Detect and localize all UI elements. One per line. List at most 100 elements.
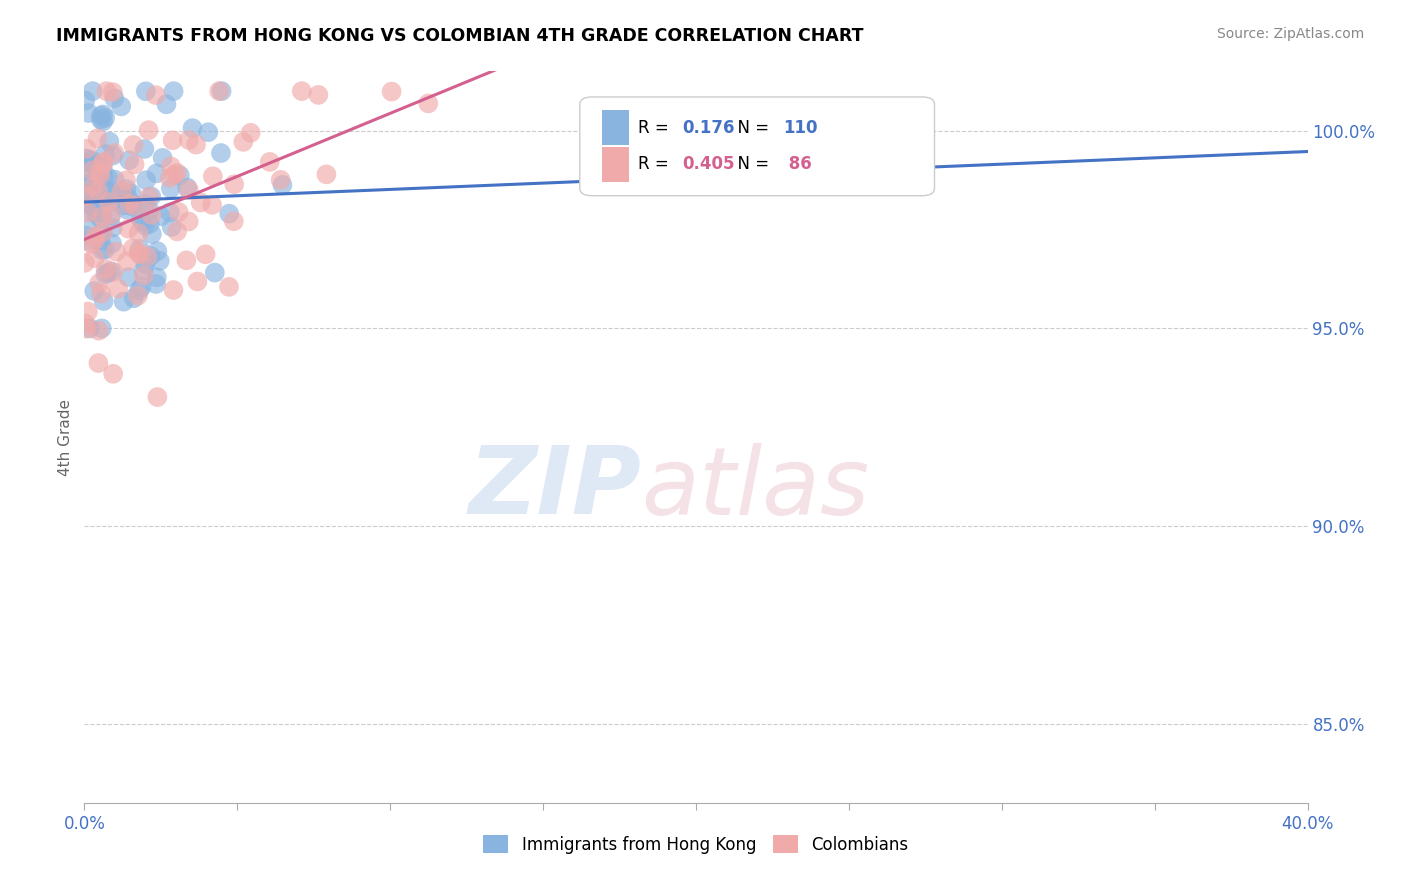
Point (90, 233, 112, 247)
Point (162, 133, 184, 147)
Point (75, 321, 97, 335)
Point (121, 186, 143, 201)
Point (86, 158, 108, 172)
Point (77, 205, 100, 219)
Point (101, 236, 124, 251)
Point (190, 195, 212, 210)
Point (381, 85, 404, 99)
Point (101, 367, 124, 381)
Point (176, 180, 198, 194)
Point (131, 215, 153, 229)
Point (94, 262, 117, 277)
Legend: Immigrants from Hong Kong, Colombians: Immigrants from Hong Kong, Colombians (477, 829, 915, 860)
Text: 86: 86 (783, 155, 811, 173)
Point (117, 221, 139, 235)
Point (224, 178, 246, 192)
Point (103, 145, 125, 160)
Point (77, 152, 100, 166)
Point (91, 243, 114, 257)
Point (90, 226, 112, 240)
Point (101, 85, 124, 99)
Point (75, 317, 97, 331)
Text: 110: 110 (783, 119, 817, 136)
Point (112, 294, 135, 309)
Point (138, 190, 160, 204)
Point (110, 99, 132, 113)
Point (138, 123, 160, 137)
Point (75, 228, 97, 243)
Point (222, 214, 245, 228)
Point (107, 282, 129, 296)
Point (90, 109, 112, 123)
Point (76, 155, 98, 169)
Point (307, 87, 329, 102)
Point (76, 234, 98, 248)
Text: ZIP: ZIP (468, 442, 641, 534)
Point (131, 280, 153, 294)
Point (159, 171, 181, 186)
Point (218, 280, 240, 294)
Point (82, 179, 104, 194)
Point (115, 202, 138, 217)
Y-axis label: 4th Grade: 4th Grade (58, 399, 73, 475)
Point (160, 160, 183, 174)
Point (90, 321, 112, 335)
Point (177, 214, 200, 228)
Point (91, 114, 114, 128)
Point (159, 205, 181, 219)
Point (121, 197, 143, 211)
Point (232, 135, 254, 149)
Point (91, 210, 114, 224)
Point (89, 276, 111, 290)
Point (122, 291, 145, 305)
Point (259, 155, 281, 169)
Point (166, 166, 188, 180)
Point (91, 207, 114, 221)
Point (159, 181, 181, 195)
Point (94, 268, 117, 282)
Point (132, 268, 155, 283)
Point (73, 256, 96, 270)
Point (98, 135, 121, 149)
Point (91, 107, 114, 121)
Point (76, 195, 98, 210)
Point (141, 189, 163, 203)
Point (93, 293, 115, 308)
Point (145, 277, 167, 291)
Text: N =: N = (727, 155, 773, 173)
Point (197, 125, 219, 139)
Point (177, 133, 200, 147)
Point (97, 170, 120, 185)
Point (82, 84, 104, 98)
Point (100, 207, 122, 221)
Point (104, 172, 127, 186)
Point (101, 265, 124, 279)
Point (145, 166, 167, 180)
Text: IMMIGRANTS FROM HONG KONG VS COLOMBIAN 4TH GRADE CORRELATION CHART: IMMIGRANTS FROM HONG KONG VS COLOMBIAN 4… (56, 27, 863, 45)
Point (80, 163, 103, 178)
Text: Source: ZipAtlas.com: Source: ZipAtlas.com (1216, 27, 1364, 41)
Point (135, 84, 157, 98)
Point (115, 182, 138, 196)
Point (97, 194, 120, 209)
Point (93, 157, 115, 171)
Point (128, 242, 150, 256)
Point (141, 208, 163, 222)
Point (152, 151, 174, 165)
Point (76, 142, 98, 156)
Point (76, 221, 98, 235)
Point (100, 264, 122, 278)
Point (100, 184, 122, 198)
Point (117, 270, 139, 285)
Point (84, 233, 107, 247)
Point (93, 181, 115, 195)
Point (91, 163, 114, 178)
Point (79, 165, 101, 179)
Point (73, 155, 96, 169)
Point (194, 247, 217, 261)
Point (94, 111, 117, 125)
Point (181, 121, 204, 136)
Point (101, 148, 124, 162)
Point (96, 84, 118, 98)
Point (134, 219, 156, 233)
